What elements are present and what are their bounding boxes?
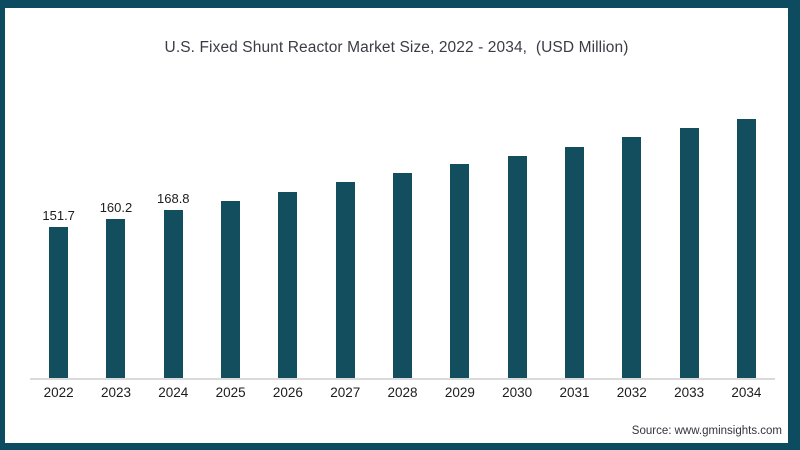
x-tick-label-2034: 2034 xyxy=(731,385,762,400)
bar-2023 xyxy=(106,219,126,378)
bar-2027 xyxy=(335,182,355,378)
x-tick-label-2028: 2028 xyxy=(387,385,418,400)
bar-column-2023: 160.2 xyxy=(87,200,144,378)
bar-value-label-2022: 151.7 xyxy=(42,208,75,223)
source-attribution: Source: www.gminsights.com xyxy=(631,425,782,437)
bar-column-2032 xyxy=(603,137,660,378)
bar-column-2026 xyxy=(259,192,316,378)
bar-2022 xyxy=(49,227,69,378)
bar-2033 xyxy=(679,128,699,378)
bar-column-2024: 168.8 xyxy=(145,191,202,378)
bar-2031 xyxy=(564,147,584,378)
x-tick-label-2031: 2031 xyxy=(559,385,590,400)
bar-2028 xyxy=(393,173,413,378)
x-tick-label-2024: 2024 xyxy=(158,385,189,400)
chart-title: U.S. Fixed Shunt Reactor Market Size, 20… xyxy=(164,39,629,56)
x-tick-label-2033: 2033 xyxy=(674,385,705,400)
bar-value-label-2024: 168.8 xyxy=(157,191,190,206)
bar-column-2025 xyxy=(202,201,259,378)
bar-2024 xyxy=(163,210,183,378)
bar-2026 xyxy=(278,192,298,378)
x-tick-label-2023: 2023 xyxy=(100,385,131,400)
x-tick-label-2022: 2022 xyxy=(43,385,74,400)
bar-2030 xyxy=(507,156,527,378)
x-tick-label-2032: 2032 xyxy=(616,385,647,400)
x-axis-labels: 2022 2023 2024 2025 2026 2027 2028 2029 2030 2031… xyxy=(30,380,775,400)
x-tick-label-2029: 2029 xyxy=(444,385,475,400)
bar-column-2027 xyxy=(317,182,374,378)
bar-column-2031 xyxy=(546,147,603,378)
bar-column-2028 xyxy=(374,173,431,378)
bar-2025 xyxy=(221,201,241,378)
bar-column-2029 xyxy=(431,164,488,378)
x-tick-label-2025: 2025 xyxy=(215,385,246,400)
bar-column-2033 xyxy=(660,128,717,378)
bar-value-label-2023: 160.2 xyxy=(99,200,133,215)
x-tick-label-2027: 2027 xyxy=(330,385,361,400)
x-tick-label-2026: 2026 xyxy=(272,385,303,400)
plot-area: 151.7 160.2 168.8 xyxy=(30,110,775,380)
x-tick-label-2030: 2030 xyxy=(502,385,533,400)
bar-2032 xyxy=(622,137,642,378)
bar-column-2034 xyxy=(718,119,775,378)
bar-2029 xyxy=(450,164,470,378)
bar-column-2030 xyxy=(489,156,546,378)
bar-2034 xyxy=(736,119,756,378)
bar-column-2022: 151.7 xyxy=(30,208,87,378)
